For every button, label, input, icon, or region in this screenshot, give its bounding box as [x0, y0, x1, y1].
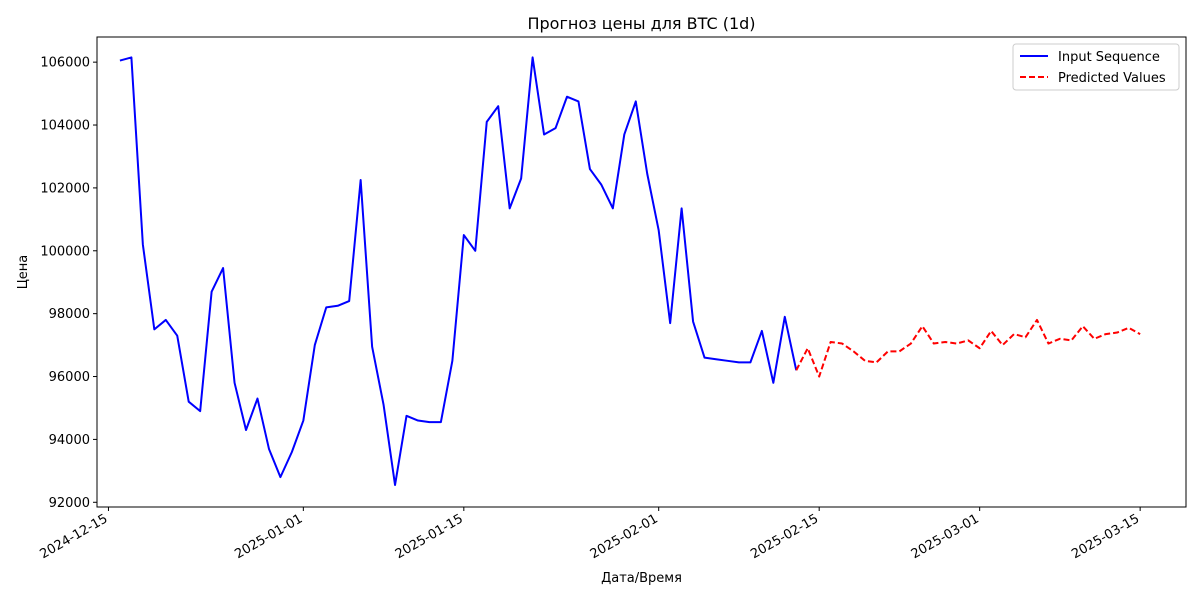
x-axis-title: Дата/Время	[601, 571, 682, 586]
x-tick-label: 2025-03-01	[909, 511, 982, 562]
x-tick-label: 2025-02-01	[588, 511, 661, 562]
y-tick-label: 94000	[49, 433, 90, 448]
x-tick-label: 2025-01-01	[232, 511, 305, 562]
legend-label-input-sequence: Input Sequence	[1058, 50, 1160, 65]
series-line-input-sequence	[119, 56, 798, 486]
legend-box	[1012, 43, 1180, 91]
y-axis-ticks: 92000 94000 96000 98000 100000 102000 104000 10…	[40, 56, 97, 511]
y-tick-label: 98000	[49, 307, 90, 322]
legend-label-predicted-values: Predicted Values	[1058, 71, 1166, 86]
y-tick-label: 102000	[40, 181, 90, 196]
chart-title: Прогноз цены для BTC (1d)	[527, 14, 755, 33]
x-tick-label: 2024-12-15	[38, 511, 111, 562]
x-axis-ticks: 2024-12-15 2025-01-01 2025-01-15 2025-02-01…	[38, 507, 1142, 562]
series-layer	[119, 56, 1141, 486]
legend: Input Sequence Predicted Values	[1012, 43, 1180, 91]
x-tick-label: 2025-02-15	[748, 511, 821, 562]
y-tick-label: 100000	[40, 244, 90, 259]
y-tick-label: 106000	[40, 56, 90, 71]
y-axis-title: Цена	[16, 255, 31, 290]
plot-area	[96, 36, 1187, 508]
series-line-predicted-values	[795, 318, 1141, 378]
y-tick-label: 104000	[40, 119, 90, 134]
y-tick-label: 96000	[49, 370, 90, 385]
x-tick-label: 2025-03-15	[1069, 511, 1142, 562]
y-tick-label: 92000	[49, 496, 90, 511]
x-tick-label: 2025-01-15	[393, 511, 466, 562]
